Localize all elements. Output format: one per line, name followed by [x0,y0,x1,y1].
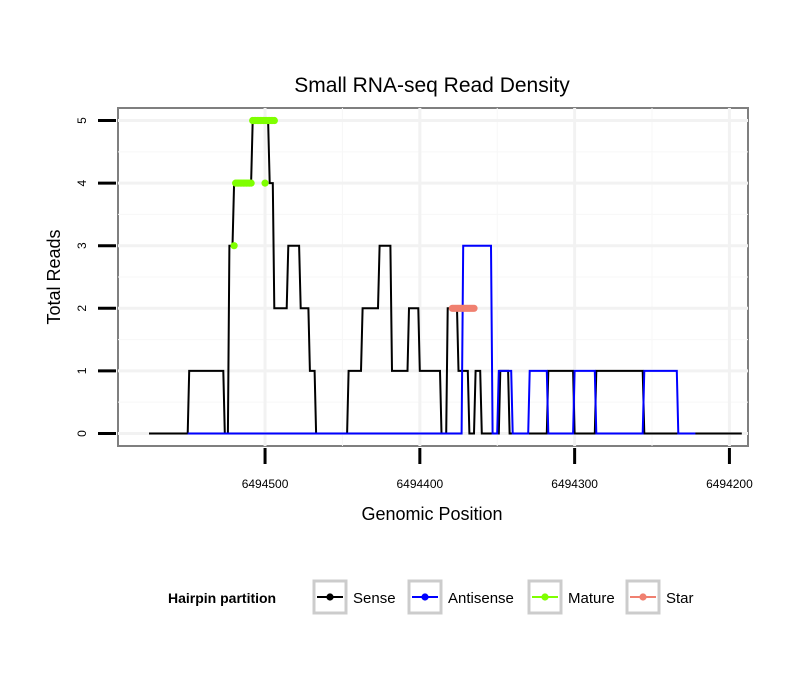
legend-point-antisense [421,593,429,601]
x-tick-label: 6494300 [551,477,598,491]
y-tick-label: 2 [75,305,89,312]
legend-label-mature: Mature [568,590,615,607]
y-tick-label: 4 [75,179,89,186]
star-point [470,304,478,312]
y-tick-label: 3 [75,242,89,249]
y-tick-label: 1 [75,367,89,374]
antisense-line [187,244,696,435]
legend-point-star [639,593,647,601]
chart-title: Small RNA-seq Read Density [294,74,570,97]
legend-title: Hairpin partition [168,590,276,606]
series-points [230,116,478,312]
x-tick-label: 6494200 [706,477,753,491]
mature-point [270,116,278,125]
mature-point [230,242,238,250]
y-axis-title: Total Reads [44,229,64,324]
legend-point-sense [326,593,334,601]
x-tick-label: 6494400 [396,477,443,491]
legend-label-antisense: Antisense [448,590,514,607]
mature-point [247,179,255,187]
y-tick-label: 5 [75,117,89,124]
legend-label-sense: Sense [353,590,396,607]
legend: Hairpin partition Sense Antisense Mature St… [168,579,694,615]
y-tick-label: 0 [75,430,89,437]
legend-point-mature [541,593,549,601]
x-tick-label: 6494500 [242,477,289,491]
axes: 0 1 2 3 4 5 6494500 6494400 6494300 6494200 [75,117,753,491]
mature-point [261,179,269,187]
legend-label-star: Star [666,590,694,607]
x-axis-title: Genomic Position [361,504,502,524]
